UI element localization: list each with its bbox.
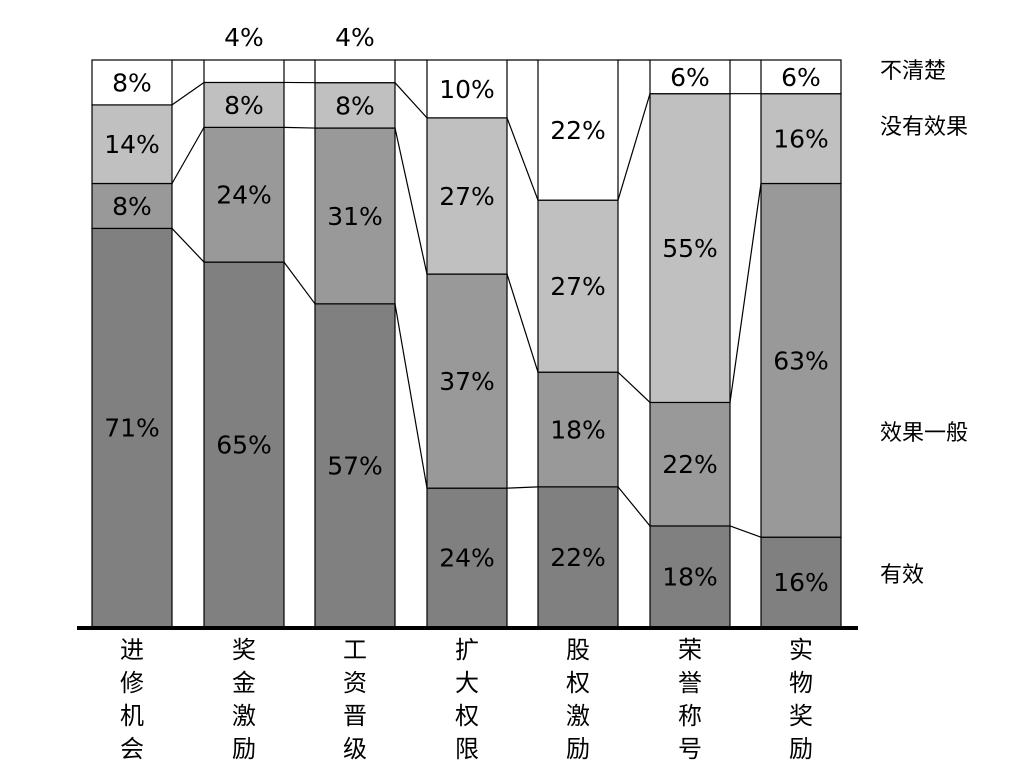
bar-segment: [203, 261, 285, 628]
connector-line: [506, 486, 539, 489]
legend-label: 不清楚: [880, 59, 946, 84]
data-label: 6%: [670, 63, 710, 92]
connector-line: [394, 303, 428, 489]
bar-segment: [91, 227, 173, 628]
data-label: 63%: [773, 346, 829, 375]
connector-line: [394, 127, 428, 275]
bar-segment: [314, 59, 396, 84]
data-label: 65%: [216, 431, 272, 460]
bar-segment: [760, 182, 842, 538]
data-label: 24%: [216, 181, 272, 210]
connector-line: [171, 81, 205, 106]
data-label: 16%: [773, 568, 829, 597]
bar-segment: [649, 401, 731, 527]
data-label: 10%: [439, 75, 495, 104]
data-label: 4%: [224, 23, 264, 52]
category-label: 进修机会: [120, 636, 144, 763]
bar-segment: [91, 59, 173, 106]
data-label: 55%: [662, 234, 718, 263]
data-label: 22%: [550, 116, 606, 145]
connector-line: [171, 127, 205, 184]
bar-segment: [760, 59, 842, 95]
data-label: 8%: [224, 91, 264, 120]
bar-segment: [537, 59, 619, 201]
bar-segment: [649, 93, 731, 404]
connector-line: [506, 273, 539, 373]
data-label: 16%: [773, 125, 829, 154]
bar-segment: [314, 82, 396, 129]
connector-line: [617, 93, 651, 201]
connector-line: [617, 486, 651, 527]
data-label: 27%: [550, 272, 606, 301]
data-label: 14%: [104, 130, 160, 159]
category-label: 扩大权限: [455, 636, 479, 763]
bar-segment: [760, 536, 842, 628]
bar-segment: [537, 371, 619, 488]
bar-segment: [426, 117, 508, 275]
bar-segment: [203, 59, 285, 84]
bar-segment: [426, 59, 508, 119]
data-label: 22%: [550, 543, 606, 572]
connector-line: [283, 126, 316, 129]
bar-segment: [537, 199, 619, 373]
connector-line: [729, 525, 762, 538]
data-label: 27%: [439, 182, 495, 211]
bar-segment: [91, 182, 173, 230]
data-label: 18%: [550, 416, 606, 445]
connector-line: [394, 82, 428, 119]
category-label: 奖金激励: [232, 636, 256, 763]
category-label: 股权激励: [566, 636, 590, 763]
connector-line: [283, 261, 316, 305]
data-label: 31%: [327, 202, 383, 231]
category-label: 实物奖励: [789, 636, 813, 763]
category-label: 荣誉称号: [678, 636, 702, 763]
bar-segment: [649, 525, 731, 628]
category-label: 工资晋级: [343, 636, 367, 763]
connector-line: [617, 371, 651, 403]
bar-segment: [760, 93, 842, 185]
data-label: 37%: [439, 367, 495, 396]
legend-label: 效果一般: [880, 421, 968, 446]
connector-line: [506, 117, 539, 201]
data-label: 6%: [781, 63, 821, 92]
data-label: 71%: [104, 414, 160, 443]
bar-segment: [203, 126, 285, 263]
data-label: 18%: [662, 562, 718, 591]
legend-label: 有效: [880, 563, 924, 588]
bar-segment: [314, 303, 396, 628]
data-label: 4%: [335, 23, 375, 52]
data-label: 8%: [112, 192, 152, 221]
data-label: 24%: [439, 544, 495, 573]
data-label: 8%: [335, 91, 375, 120]
connector-line: [729, 183, 762, 403]
data-label: 57%: [327, 451, 383, 480]
connector-line: [171, 228, 205, 263]
bar-segment: [203, 81, 285, 128]
legend-label: 没有效果: [880, 115, 968, 140]
bar-segment: [537, 486, 619, 628]
bar-segment: [426, 273, 508, 489]
bar-segment: [314, 127, 396, 305]
bar-segment: [426, 487, 508, 628]
data-label: 8%: [112, 68, 152, 97]
bar-segment: [649, 59, 731, 95]
data-label: 22%: [662, 450, 718, 479]
